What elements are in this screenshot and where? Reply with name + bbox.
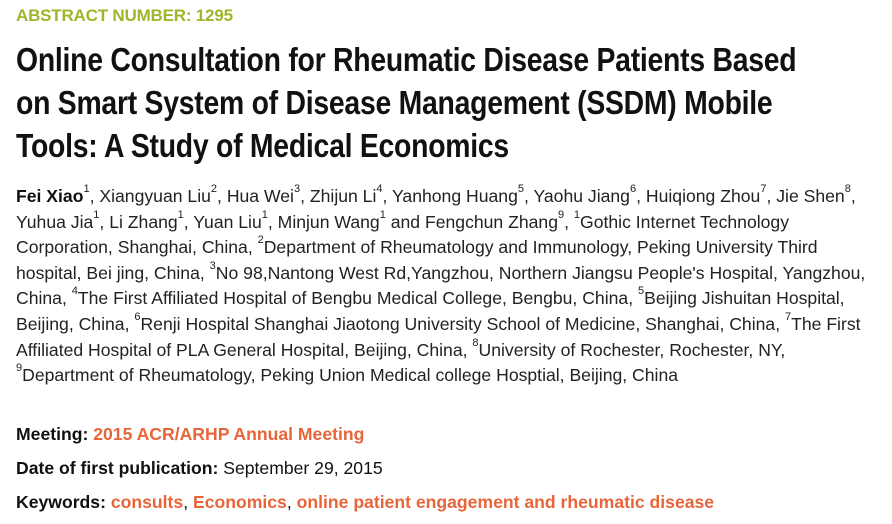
affiliation: 8University of Rochester, Rochester, NY [472, 336, 781, 360]
author: Fei Xiao1 [16, 183, 90, 206]
keywords-label: Keywords: [16, 492, 106, 512]
affiliation: 6Renji Hospital Shanghai Jiaotong Univer… [134, 310, 776, 334]
affiliation-number: 6 [134, 310, 141, 323]
affiliation: 2Department of Rheumatology and Immunolo… [16, 234, 818, 283]
author-name: Fei Xiao [16, 186, 84, 206]
author-name: Yaohu Jiang [533, 186, 630, 206]
author: Yuan Liu1 [193, 208, 268, 232]
author: Li Zhang1 [109, 208, 184, 232]
author-affiliation-number: 2 [210, 183, 218, 195]
author-name: Fengchun Zhang [424, 211, 558, 232]
author: Yanhong Huang5 [391, 183, 524, 206]
author-affiliation-number: 6 [629, 183, 637, 195]
author-affiliation-number: 1 [177, 208, 184, 221]
keyword-link[interactable]: online patient engagement and rheumatic … [296, 492, 715, 512]
author: Zhijun Li4 [309, 183, 383, 206]
author-name: Zhijun Li [309, 186, 377, 206]
author: Fengchun Zhang9 [424, 208, 565, 232]
publication-date-value: September 29, 2015 [223, 458, 383, 478]
author-affiliation-number: 1 [379, 208, 386, 221]
author-name: Xiangyuan Liu [99, 186, 211, 206]
affiliation: 1Gothic Internet Technology Corporation,… [16, 208, 790, 258]
affiliation: 5Beijing Jishuitan Hospital, Beijing, Ch… [16, 285, 845, 334]
author: Huiqiong Zhou7 [645, 183, 767, 206]
publication-date-label: Date of first publication: [16, 458, 219, 478]
affiliation-text: Gothic Internet Technology Corporation, … [16, 211, 790, 258]
affiliation-text: The First Affiliated Hospital of Bengbu … [77, 288, 629, 309]
author-name: Jie Shen [776, 186, 845, 206]
author-affiliation-number: 9 [558, 208, 565, 221]
author: Yaohu Jiang6 [533, 183, 637, 206]
author-name: Yuan Liu [193, 211, 262, 232]
publication-date-row: Date of first publication: September 29,… [16, 458, 383, 479]
affiliation-number: 9 [16, 362, 23, 375]
author-name: Minjun Wang [277, 211, 380, 232]
title-line: Online Consultation for Rheumatic Diseas… [16, 41, 797, 78]
affiliation-text: Department of Rheumatology, Peking Union… [22, 365, 679, 386]
author-name: Li Zhang [109, 211, 178, 232]
affiliation-text: Department of Rheumatology and Immunolog… [16, 237, 818, 283]
author-affiliation-number: 1 [93, 208, 100, 221]
author-affiliation-number: 1 [83, 183, 90, 195]
keyword-link[interactable]: consults [110, 492, 184, 512]
author: Hua Wei3 [226, 183, 301, 206]
author: Yuhua Jia1 [16, 208, 100, 232]
author-affiliation-number: 4 [376, 183, 383, 195]
author-affiliation-number: 5 [517, 183, 524, 195]
author: Xiangyuan Liu2 [99, 183, 218, 206]
affiliation: 7The First Affiliated Hospital of PLA Ge… [16, 310, 861, 360]
affiliation: 4The First Affiliated Hospital of Bengbu… [71, 285, 629, 309]
title-line: on Smart System of Disease Management (S… [16, 84, 773, 121]
keyword-link[interactable]: Economics [192, 492, 287, 512]
author: Jie Shen8 [776, 183, 851, 206]
abstract-title: Online Consultation for Rheumatic Diseas… [16, 38, 797, 167]
affiliation: 9Department of Rheumatology, Peking Unio… [16, 362, 679, 386]
affiliation: 3No 98,Nantong West Rd,Yangzhou, Norther… [16, 259, 866, 309]
meeting-label: Meeting: [16, 424, 89, 444]
author-affiliation-number: 1 [261, 208, 268, 221]
author-name: Yuhua Jia [16, 211, 94, 232]
keywords-row: Keywords: consults, Economics, online pa… [16, 492, 715, 512]
affiliation-text: University of Rochester, Rochester, NY [478, 339, 781, 360]
author-name: Hua Wei [226, 186, 294, 206]
affiliation-number: 7 [784, 310, 792, 323]
affiliation-text: Renji Hospital Shanghai Jiaotong Univers… [140, 313, 776, 334]
affiliation-number: 3 [209, 259, 216, 272]
affiliation-number: 8 [472, 336, 479, 349]
author-affiliation-number: 8 [844, 183, 851, 195]
author: Minjun Wang1 [277, 208, 386, 232]
affiliation-text: No 98,Nantong West Rd,Yangzhou, Northern… [16, 262, 866, 309]
affiliation-number: 5 [637, 285, 645, 298]
affiliation-number: 2 [257, 234, 264, 247]
author-affiliation-number: 7 [760, 183, 767, 195]
title-line: Tools: A Study of Medical Economics [16, 127, 509, 164]
affiliation-text: Beijing Jishuitan Hospital, Beijing, Chi… [16, 288, 845, 334]
meeting-row: Meeting: 2015 ACR/ARHP Annual Meeting [16, 424, 364, 445]
author-name: Huiqiong Zhou [645, 186, 761, 206]
author-name: Yanhong Huang [391, 186, 518, 206]
affiliation-text: The First Affiliated Hospital of PLA Gen… [16, 313, 861, 360]
affiliation-number: 1 [573, 208, 581, 221]
meeting-link[interactable]: 2015 ACR/ARHP Annual Meeting [93, 424, 365, 444]
abstract-number: ABSTRACT NUMBER: 1295 [16, 6, 233, 25]
author-affiliation-number: 3 [293, 183, 301, 195]
affiliation-number: 4 [71, 285, 78, 298]
authors-affiliations: Fei Xiao1, Xiangyuan Liu2, Hua Wei3, Zhi… [16, 183, 866, 386]
